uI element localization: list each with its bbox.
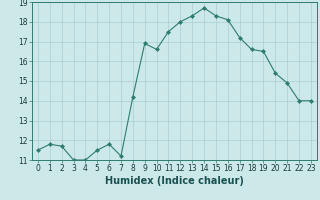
X-axis label: Humidex (Indice chaleur): Humidex (Indice chaleur): [105, 176, 244, 186]
